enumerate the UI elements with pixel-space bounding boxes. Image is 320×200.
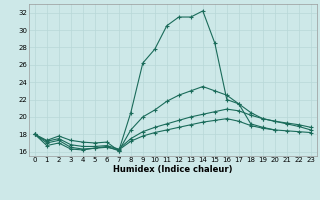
X-axis label: Humidex (Indice chaleur): Humidex (Indice chaleur) <box>113 165 233 174</box>
